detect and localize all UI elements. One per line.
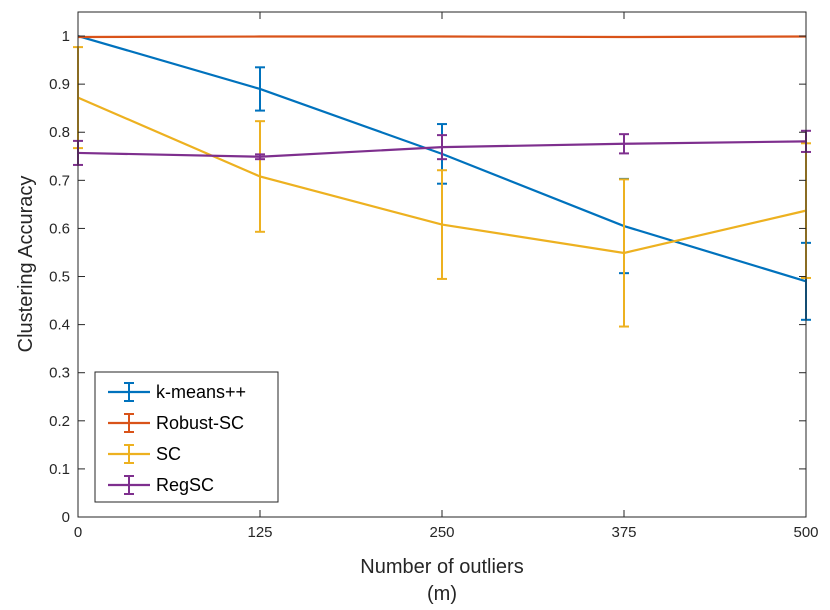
x-tick-label: 0: [74, 524, 82, 541]
x-axis-label-unit: (m): [427, 583, 457, 605]
error-bar-regsc: [255, 153, 265, 161]
x-tick-label: 375: [611, 524, 636, 541]
x-tick-label: 500: [793, 524, 818, 541]
legend-label: RegSC: [156, 475, 214, 495]
legend-entry-sc: SC: [108, 444, 181, 464]
x-tick-label: 125: [247, 524, 272, 541]
y-tick-label: 1: [62, 28, 70, 45]
error-bar-sc: [255, 120, 265, 233]
error-bar-regsc: [619, 133, 629, 155]
legend-label: Robust-SC: [156, 413, 244, 433]
y-tick-label: 0.5: [49, 269, 70, 286]
x-tick-label: 250: [429, 524, 454, 541]
y-tick-label: 0.4: [49, 317, 70, 334]
legend-box: [94, 371, 279, 503]
error-bar-regsc: [437, 134, 447, 161]
error-bar-sc: [437, 169, 447, 280]
x-axis-label: Number of outliers: [360, 556, 523, 578]
y-tick-label: 0.9: [49, 76, 70, 93]
y-tick-label: 0.1: [49, 461, 70, 478]
y-tick-label: 0.6: [49, 220, 70, 237]
legend-label: k-means++: [156, 382, 246, 402]
y-axis-label: Clustering Accuracy: [15, 176, 37, 353]
y-tick-label: 0.3: [49, 365, 70, 382]
legend-label: SC: [156, 444, 181, 464]
ticks-layer: 0 125 250 375 500 0 0.1 0.2 0.3 0.4 0.5 0.6 0.7 0.8 0.…: [49, 12, 819, 541]
y-tick-label: 0.7: [49, 172, 70, 189]
error-bar-k-means: [255, 66, 265, 112]
y-tick-label: 0: [62, 509, 70, 526]
legend-entry-regsc: RegSC: [108, 475, 214, 495]
y-tick-label: 0.2: [49, 413, 70, 430]
legend: k-means++ Robust-SC SC RegSC: [94, 371, 279, 503]
error-bar-sc: [619, 178, 629, 328]
y-tick-label: 0.8: [49, 124, 70, 141]
legend-entry-k-means: k-means++: [108, 382, 246, 402]
legend-entry-robust-sc: Robust-SC: [108, 413, 244, 433]
